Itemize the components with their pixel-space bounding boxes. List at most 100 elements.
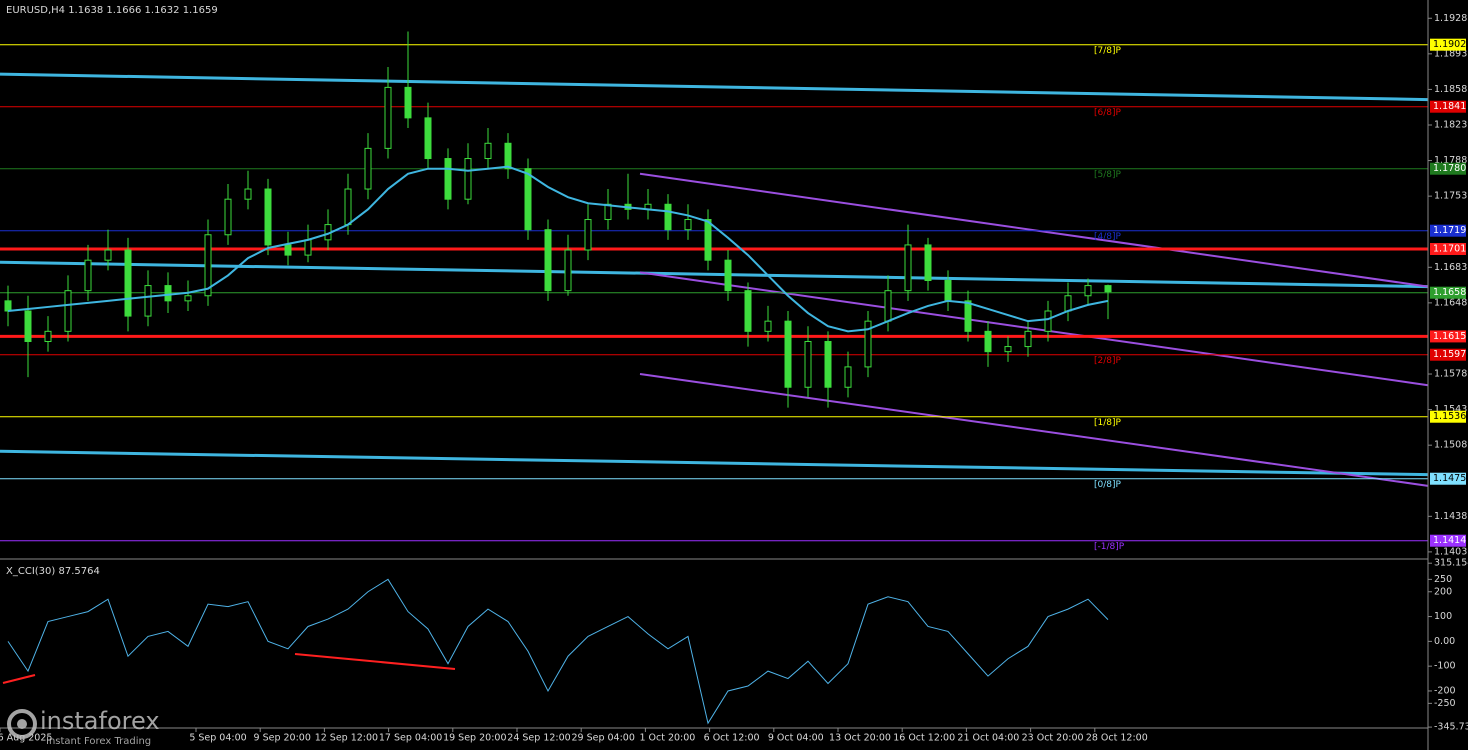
candle-body [504, 142, 512, 170]
x-tick-label: 9 Sep 20:00 [254, 733, 311, 744]
level-price-box [1430, 472, 1466, 485]
candle-body [384, 86, 392, 149]
candle-body [584, 219, 592, 251]
candle-body [744, 290, 752, 332]
candle-body [4, 300, 12, 312]
candle-body [684, 219, 692, 231]
level-price-label: 1.1658 [1433, 287, 1466, 298]
murrey-label: [7/8]P [1094, 46, 1122, 56]
level-price-label: 1.1719 [1433, 225, 1466, 236]
level-price-box [1430, 410, 1466, 423]
y-tick-label: 1.1508 [1434, 440, 1467, 451]
y-tick-label: 315.1542 [1434, 558, 1468, 569]
x-tick-label: 19 Sep 20:00 [443, 733, 506, 744]
murrey-label: [1/8]P [1094, 418, 1122, 428]
x-tick-label: 24 Sep 12:00 [507, 733, 570, 744]
divergence-line [2, 674, 36, 684]
candle-body [84, 259, 92, 292]
murrey-label: [0/8]P [1094, 480, 1122, 490]
candle-body [804, 340, 812, 388]
x-tick-label: 1 Oct 20:00 [639, 733, 695, 744]
candle-body [664, 203, 672, 231]
level-price-box [1430, 162, 1466, 175]
candle-body [64, 290, 72, 332]
logo-icon [7, 709, 37, 739]
level-price-label: 1.1841 [1433, 101, 1466, 112]
candle-body [224, 198, 232, 236]
trend-line [0, 449, 1429, 477]
level-price-label: 1.1475 [1433, 473, 1466, 484]
level-price-label: 1.1701 [1433, 243, 1466, 254]
candle-body [404, 86, 412, 119]
candle-body [484, 142, 492, 160]
level-price-box [1430, 38, 1466, 51]
watermark: instaforex Instant Forex Trading [7, 707, 160, 747]
x-tick-label: 5 Sep 04:00 [189, 733, 246, 744]
y-tick-label: -200 [1434, 685, 1456, 696]
y-tick-label: 1.1753 [1434, 191, 1467, 202]
y-tick-label: 100 [1434, 611, 1452, 622]
x-tick-label: 6 Oct 12:00 [704, 733, 760, 744]
chart-layer: 1.1928 1.1893 1.1858 1.1823 1.1788 1.1753 1.16… [0, 13, 1468, 744]
y-tick-label: 1.1543 [1434, 404, 1467, 415]
candle-body [444, 158, 452, 200]
murrey-label: [6/8]P [1094, 108, 1122, 118]
candle-body [764, 320, 772, 332]
trend-line [639, 172, 1429, 288]
moving-average [7, 165, 1109, 333]
candle-body [864, 320, 872, 368]
logo-icon [17, 719, 27, 729]
candle-body [364, 147, 372, 190]
y-tick-label: 1.1438 [1434, 511, 1467, 522]
y-tick-label: -250 [1434, 698, 1456, 709]
y-tick-label: 1.1403 [1434, 546, 1467, 557]
candle-body [1064, 295, 1072, 312]
candle-body [144, 285, 152, 317]
candle-body [784, 320, 792, 388]
candle-body [964, 300, 972, 332]
candle-body [704, 219, 712, 261]
candle-body [1004, 346, 1012, 353]
x-tick-label: 17 Sep 04:00 [379, 733, 442, 744]
candle-body [904, 244, 912, 292]
x-tick-label: 13 Oct 20:00 [829, 733, 891, 744]
candle-body [264, 188, 272, 246]
candle-body [984, 330, 992, 353]
level-price-box [1430, 224, 1466, 237]
level-price-label: 1.1414 [1433, 535, 1466, 546]
level-price-box [1430, 286, 1466, 299]
level-price-label: 1.1780 [1433, 163, 1466, 174]
y-tick-label: 1.1893 [1434, 48, 1467, 59]
x-tick-label: 9 Oct 04:00 [768, 733, 824, 744]
level-price-box [1430, 242, 1466, 255]
candle-body [204, 234, 212, 297]
candle-body [564, 249, 572, 292]
candle-body [104, 249, 112, 261]
candle-body [1044, 310, 1052, 332]
brand: instaforex [40, 707, 160, 735]
candle-body [464, 158, 472, 200]
candle-body [544, 229, 552, 292]
candle-body [524, 168, 532, 231]
slogan: Instant Forex Trading [46, 736, 151, 747]
y-tick-label: 1.1578 [1434, 369, 1467, 380]
level-price-box [1430, 100, 1466, 113]
candle-body [944, 280, 952, 302]
x-tick-label: 16 Oct 12:00 [893, 733, 955, 744]
murrey-label: [-1/8]P [1094, 542, 1125, 552]
y-tick-label: -345.735 [1434, 722, 1468, 733]
candle-body [604, 203, 612, 221]
level-price-box [1430, 348, 1466, 361]
y-tick-label: 0.00 [1434, 636, 1455, 647]
level-price-label: 1.1536 [1433, 411, 1466, 422]
level-price-box [1430, 330, 1466, 343]
candle-body [184, 295, 192, 302]
x-tick-label: 23 Oct 20:00 [1022, 733, 1084, 744]
candle-body [924, 244, 932, 282]
candle-body [244, 188, 252, 200]
candle-body [824, 340, 832, 388]
symbol-header: EURUSD,H4 1.1638 1.1666 1.1632 1.1659 [6, 5, 218, 16]
candle-body [24, 310, 32, 342]
